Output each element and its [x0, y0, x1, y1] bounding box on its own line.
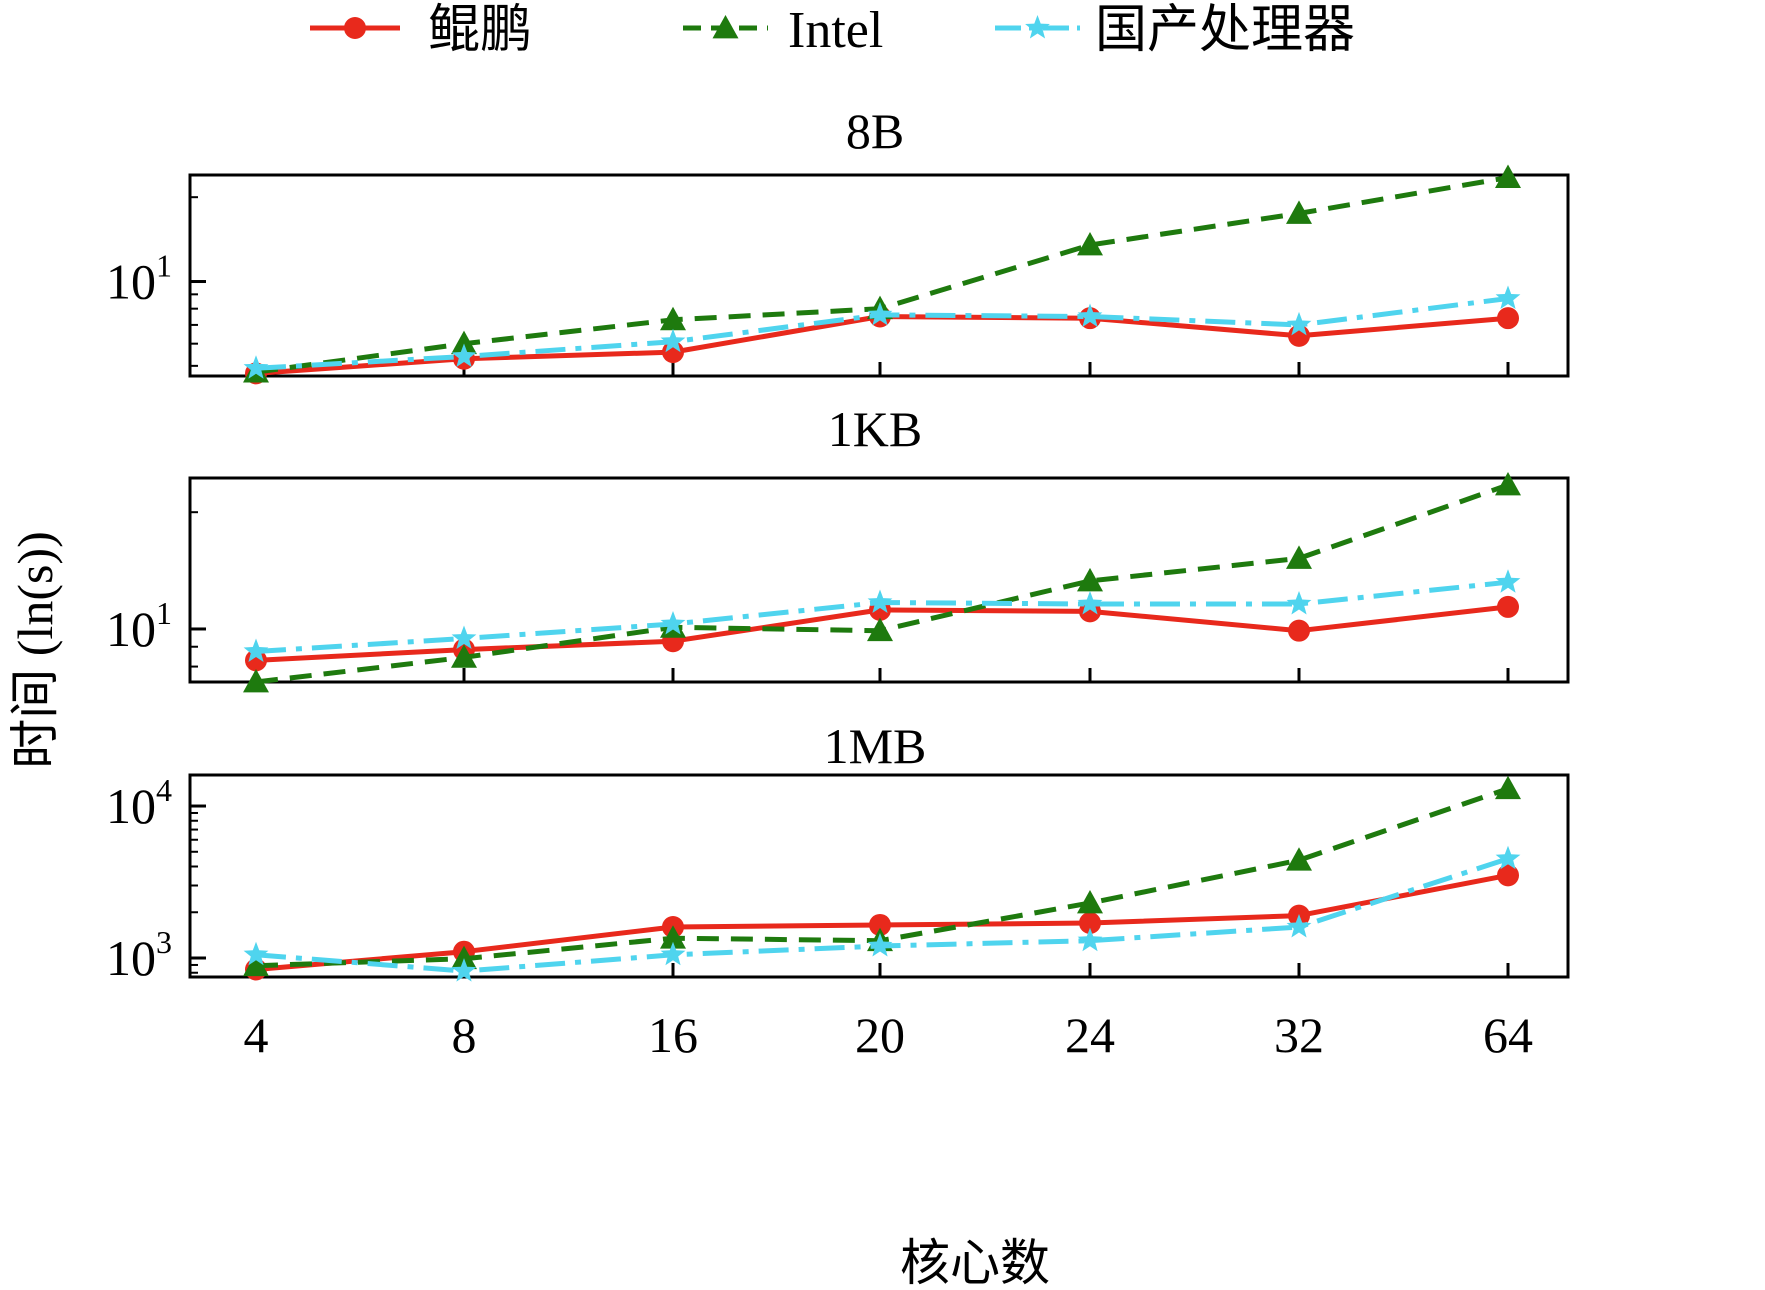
panel-1MB: 1MB 103 104 — [106, 718, 1570, 986]
y-tick-label: 103 — [106, 924, 172, 986]
data-point — [243, 638, 269, 662]
data-point — [660, 328, 686, 353]
legend-item: 国产处理器 — [995, 2, 1355, 59]
data-point — [660, 941, 686, 966]
x-tick-label: 4 — [244, 1007, 269, 1063]
x-tick-label: 16 — [648, 1007, 698, 1063]
legend-label: 国产处理器 — [1095, 2, 1355, 59]
data-point — [451, 330, 477, 355]
data-point — [867, 617, 893, 642]
series-1 — [243, 164, 1521, 383]
data-point — [243, 952, 269, 977]
y-tick-label: 101 — [106, 248, 172, 310]
data-point — [1497, 595, 1519, 618]
x-tick-label: 24 — [1065, 1007, 1115, 1063]
data-point — [1497, 864, 1519, 887]
series-line — [255, 175, 1509, 375]
data-point — [869, 913, 891, 936]
data-point — [1497, 307, 1519, 330]
data-point — [1288, 619, 1310, 642]
series-2 — [243, 285, 1521, 379]
panel-title: 1KB — [828, 401, 922, 457]
data-point — [1286, 545, 1312, 569]
data-point — [1495, 569, 1521, 593]
data-point — [1495, 472, 1521, 496]
legend-item: 鲲鹏 — [310, 2, 532, 59]
panel-1KB: 1KB 101 — [106, 401, 1570, 693]
data-point — [1286, 200, 1312, 224]
x-tick-label: 20 — [855, 1007, 905, 1063]
series-2 — [243, 569, 1521, 662]
data-point — [451, 945, 477, 970]
y-axis-label: 时间 (ln(s)) — [7, 531, 63, 768]
data-point — [1495, 775, 1521, 800]
legend-label: Intel — [788, 2, 883, 59]
x-tick-label: 32 — [1274, 1007, 1324, 1063]
panel-title: 8B — [846, 103, 904, 159]
data-point — [867, 589, 893, 613]
series-2 — [243, 845, 1521, 982]
panel-frame — [188, 173, 1570, 378]
data-point — [1077, 232, 1103, 256]
data-point — [660, 611, 686, 635]
data-point — [243, 669, 269, 693]
series-1 — [243, 472, 1521, 693]
data-point — [451, 958, 477, 982]
data-point — [1495, 164, 1521, 188]
series-0 — [245, 864, 1519, 981]
legend-label: 鲲鹏 — [428, 2, 532, 59]
legend: 鲲鹏 Intel 国产处理器 — [310, 2, 1355, 59]
data-point — [243, 941, 269, 966]
data-point — [451, 343, 477, 367]
panel-8B: 8B 101 — [106, 103, 1570, 385]
data-point — [1286, 311, 1312, 336]
data-point — [867, 301, 893, 326]
data-point — [867, 933, 893, 957]
chart-panels: 8B 101 1KB 101 1MB 103 104 4 8 16 20 24 32 64 — [106, 103, 1570, 1063]
data-point — [1077, 890, 1103, 914]
x-axis-label: 核心数 — [900, 1235, 1050, 1290]
data-point — [1077, 591, 1103, 615]
data-point — [1077, 567, 1103, 592]
data-point — [1286, 847, 1312, 871]
data-point — [1077, 927, 1103, 952]
data-point — [660, 306, 686, 331]
y-tick-label: 104 — [106, 772, 172, 834]
y-tick-label: 101 — [106, 595, 172, 657]
x-tick-labels: 4 8 16 20 24 32 64 — [244, 1007, 1534, 1063]
legend-marker — [344, 17, 366, 39]
data-point — [1286, 914, 1312, 938]
data-point — [1495, 285, 1521, 309]
data-point — [451, 644, 477, 668]
legend-item: Intel — [683, 2, 883, 59]
legend-marker — [712, 15, 739, 39]
x-tick-label: 8 — [452, 1007, 477, 1063]
data-point — [451, 625, 477, 649]
data-point — [243, 355, 269, 379]
data-point — [1286, 591, 1312, 615]
panel-title: 1MB — [824, 718, 927, 774]
data-point — [1077, 303, 1103, 327]
data-point — [660, 925, 686, 949]
x-tick-label: 64 — [1483, 1007, 1533, 1063]
data-point — [1079, 911, 1101, 934]
legend-marker — [1025, 15, 1050, 39]
data-point — [1495, 845, 1521, 870]
